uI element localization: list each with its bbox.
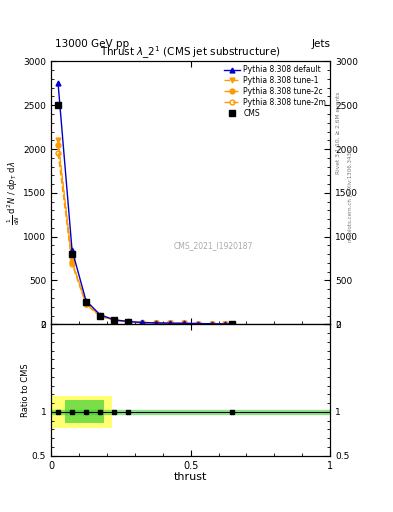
- Pythia 8.308 tune-2c: [56, 142, 61, 148]
- CMS: [230, 321, 235, 327]
- Pythia 8.308 default: [140, 319, 144, 326]
- Pythia 8.308 tune-1: [209, 321, 214, 327]
- Pythia 8.308 default: [125, 318, 130, 325]
- Pythia 8.308 tune-1: [167, 320, 172, 326]
- Line: Pythia 8.308 tune-2m: Pythia 8.308 tune-2m: [56, 151, 235, 327]
- Y-axis label: $\frac{1}{\mathrm{d}N}$ $\mathrm{d}^2N$ / $\mathrm{d}p_{\mathrm{T}}$ $\mathrm{d}: $\frac{1}{\mathrm{d}N}$ $\mathrm{d}^2N$ …: [6, 161, 22, 225]
- Pythia 8.308 tune-1: [112, 317, 116, 323]
- Pythia 8.308 tune-2c: [209, 321, 214, 327]
- Line: Pythia 8.308 tune-1: Pythia 8.308 tune-1: [56, 138, 235, 327]
- Text: Rivet 3.1.10, ≥ 2.6M events: Rivet 3.1.10, ≥ 2.6M events: [336, 92, 341, 174]
- Pythia 8.308 default: [223, 321, 228, 327]
- Text: mcplots.cern.ch [arXiv:1306.3436]: mcplots.cern.ch [arXiv:1306.3436]: [348, 147, 353, 242]
- Pythia 8.308 tune-2m: [140, 319, 144, 326]
- CMS: [112, 317, 116, 323]
- Pythia 8.308 tune-1: [153, 320, 158, 326]
- Pythia 8.308 tune-2c: [223, 321, 228, 327]
- Pythia 8.308 tune-2c: [230, 321, 235, 327]
- Pythia 8.308 tune-2c: [125, 319, 130, 325]
- Pythia 8.308 tune-2m: [209, 321, 214, 327]
- Pythia 8.308 default: [84, 297, 88, 304]
- Pythia 8.308 tune-2m: [181, 321, 186, 327]
- Y-axis label: Ratio to CMS: Ratio to CMS: [22, 363, 31, 417]
- Pythia 8.308 tune-1: [195, 321, 200, 327]
- Pythia 8.308 default: [167, 320, 172, 326]
- Pythia 8.308 tune-1: [181, 321, 186, 327]
- Pythia 8.308 tune-2m: [70, 261, 74, 267]
- Pythia 8.308 tune-2c: [70, 259, 74, 265]
- CMS: [70, 251, 74, 257]
- Pythia 8.308 default: [97, 312, 102, 318]
- Pythia 8.308 default: [209, 321, 214, 327]
- CMS: [84, 300, 88, 306]
- Pythia 8.308 tune-2c: [140, 319, 144, 326]
- Pythia 8.308 tune-2c: [195, 321, 200, 327]
- Pythia 8.308 tune-2m: [84, 301, 88, 307]
- Pythia 8.308 tune-2m: [97, 313, 102, 319]
- Pythia 8.308 tune-2c: [84, 301, 88, 307]
- Line: CMS: CMS: [55, 102, 235, 327]
- Pythia 8.308 tune-1: [140, 319, 144, 326]
- Pythia 8.308 tune-1: [223, 321, 228, 327]
- Pythia 8.308 default: [230, 321, 235, 327]
- CMS: [56, 102, 61, 109]
- Text: Jets: Jets: [311, 38, 330, 49]
- Pythia 8.308 tune-1: [84, 300, 88, 306]
- Pythia 8.308 tune-2c: [167, 320, 172, 326]
- Pythia 8.308 tune-1: [56, 137, 61, 143]
- Pythia 8.308 tune-2m: [153, 320, 158, 326]
- Title: Thrust $\lambda\_2^1$ (CMS jet substructure): Thrust $\lambda\_2^1$ (CMS jet substruct…: [100, 45, 281, 61]
- Pythia 8.308 default: [153, 320, 158, 326]
- Pythia 8.308 tune-2m: [167, 321, 172, 327]
- Pythia 8.308 tune-1: [125, 318, 130, 325]
- Line: Pythia 8.308 tune-2c: Pythia 8.308 tune-2c: [56, 142, 235, 327]
- Pythia 8.308 tune-2c: [153, 320, 158, 326]
- Bar: [51, 410, 330, 414]
- Line: Pythia 8.308 default: Pythia 8.308 default: [56, 81, 235, 327]
- CMS: [97, 312, 102, 318]
- Pythia 8.308 tune-1: [70, 258, 74, 264]
- Pythia 8.308 tune-1: [230, 321, 235, 327]
- Pythia 8.308 tune-2c: [181, 321, 186, 327]
- Pythia 8.308 default: [70, 247, 74, 253]
- Pythia 8.308 default: [181, 320, 186, 326]
- CMS: [125, 318, 130, 325]
- Legend: Pythia 8.308 default, Pythia 8.308 tune-1, Pythia 8.308 tune-2c, Pythia 8.308 tu: Pythia 8.308 default, Pythia 8.308 tune-…: [222, 63, 328, 119]
- Text: CMS_2021_I1920187: CMS_2021_I1920187: [173, 241, 253, 250]
- Pythia 8.308 tune-2m: [112, 317, 116, 323]
- Pythia 8.308 default: [195, 321, 200, 327]
- Pythia 8.308 tune-2m: [195, 321, 200, 327]
- Pythia 8.308 tune-2m: [125, 319, 130, 325]
- X-axis label: thrust: thrust: [174, 472, 207, 482]
- Pythia 8.308 tune-2c: [112, 317, 116, 323]
- Pythia 8.308 tune-2m: [56, 151, 61, 157]
- Pythia 8.308 tune-1: [97, 313, 102, 319]
- Text: 13000 GeV pp: 13000 GeV pp: [55, 38, 129, 49]
- Pythia 8.308 default: [112, 316, 116, 323]
- Bar: [51, 396, 112, 428]
- Pythia 8.308 tune-2c: [97, 313, 102, 319]
- Pythia 8.308 default: [56, 80, 61, 87]
- Pythia 8.308 tune-2m: [223, 321, 228, 327]
- Bar: [65, 400, 104, 423]
- Pythia 8.308 tune-2m: [230, 321, 235, 327]
